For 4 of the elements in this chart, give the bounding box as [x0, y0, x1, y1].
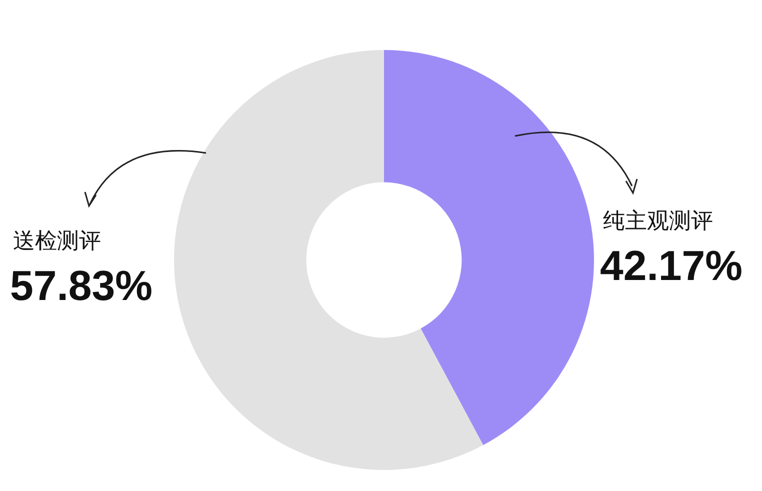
slice-label: 纯主观测评 — [603, 209, 713, 234]
data-label: 57.83% — [10, 262, 152, 309]
slice-label: 送检测评 — [13, 229, 101, 254]
data-label: 42.17% — [600, 242, 742, 289]
